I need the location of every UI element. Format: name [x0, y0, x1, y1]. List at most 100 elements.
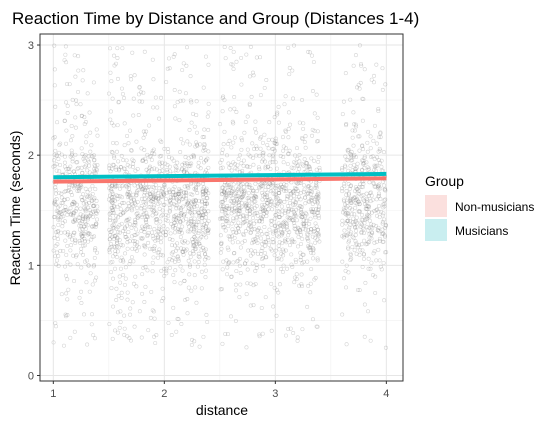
- data-point: [52, 200, 57, 205]
- data-point: [202, 262, 207, 267]
- data-point: [162, 192, 167, 197]
- data-point: [371, 138, 376, 143]
- plot-panel: [40, 34, 403, 381]
- data-point: [286, 152, 291, 157]
- data-point: [68, 335, 73, 340]
- data-point: [225, 272, 230, 277]
- data-point: [147, 205, 152, 210]
- data-point: [160, 194, 165, 199]
- data-point: [252, 199, 257, 204]
- data-point: [263, 251, 268, 256]
- data-point: [248, 303, 253, 308]
- data-point: [249, 94, 254, 99]
- data-point: [314, 193, 319, 198]
- data-point: [370, 230, 374, 235]
- data-point: [219, 192, 224, 197]
- data-point: [362, 166, 367, 170]
- data-point: [191, 154, 196, 158]
- data-point: [280, 247, 285, 252]
- data-point: [270, 188, 275, 193]
- data-point: [77, 189, 82, 194]
- data-point: [236, 156, 241, 161]
- data-point: [193, 199, 198, 204]
- data-point: [313, 275, 318, 280]
- data-point: [127, 193, 132, 198]
- data-point: [127, 262, 132, 267]
- data-point: [307, 184, 312, 189]
- data-point: [57, 217, 62, 222]
- data-point: [268, 166, 273, 171]
- data-point: [301, 252, 306, 257]
- data-point: [131, 158, 136, 163]
- data-point: [194, 223, 199, 228]
- data-point: [340, 222, 345, 227]
- data-point: [372, 249, 377, 254]
- data-point: [236, 220, 241, 225]
- data-point: [263, 159, 267, 164]
- data-point: [185, 183, 190, 188]
- data-point: [150, 246, 155, 251]
- data-point: [231, 182, 236, 187]
- data-point: [246, 191, 251, 196]
- data-point: [291, 331, 296, 335]
- data-point: [189, 288, 194, 293]
- data-point: [236, 212, 241, 217]
- data-point: [191, 251, 196, 256]
- data-point: [94, 221, 99, 226]
- data-point: [199, 216, 204, 221]
- data-point: [276, 221, 281, 226]
- data-point: [255, 228, 260, 233]
- data-point: [220, 222, 225, 227]
- data-point: [293, 214, 298, 219]
- data-point: [348, 251, 353, 256]
- data-point: [156, 197, 161, 202]
- data-point: [92, 263, 97, 268]
- data-point: [157, 226, 162, 231]
- data-point: [248, 219, 253, 224]
- data-point: [311, 210, 316, 215]
- data-point: [203, 225, 208, 230]
- data-point: [129, 148, 134, 153]
- data-point: [381, 202, 386, 207]
- data-point: [90, 191, 95, 196]
- data-point: [85, 194, 90, 199]
- data-point: [299, 284, 304, 289]
- data-point: [377, 135, 381, 140]
- data-point: [111, 222, 116, 227]
- data-point: [374, 223, 379, 228]
- data-point: [206, 219, 211, 224]
- data-point: [82, 239, 87, 244]
- data-point: [228, 107, 233, 112]
- data-point: [362, 198, 367, 203]
- data-point: [180, 162, 185, 167]
- data-point: [352, 128, 357, 133]
- data-point: [87, 195, 92, 200]
- data-point: [357, 185, 362, 190]
- data-point: [288, 122, 292, 127]
- data-point: [287, 72, 292, 77]
- data-point: [292, 239, 297, 244]
- data-point: [273, 212, 278, 217]
- data-point: [277, 209, 282, 214]
- data-point: [306, 238, 311, 243]
- data-point: [368, 338, 373, 343]
- data-point: [143, 218, 148, 223]
- data-point: [56, 213, 61, 218]
- data-point: [279, 257, 284, 262]
- data-point: [109, 121, 114, 126]
- data-point: [157, 160, 162, 165]
- data-point: [303, 134, 308, 139]
- data-point: [316, 206, 321, 211]
- data-point: [71, 219, 76, 224]
- data-point: [155, 105, 160, 110]
- data-point: [111, 236, 116, 241]
- data-point: [112, 53, 116, 58]
- data-point: [82, 121, 87, 126]
- data-point: [197, 241, 202, 246]
- data-point: [170, 156, 175, 161]
- data-point: [290, 239, 295, 244]
- data-point: [82, 259, 87, 264]
- data-point: [74, 253, 79, 258]
- data-point: [115, 56, 120, 60]
- data-point: [189, 207, 194, 212]
